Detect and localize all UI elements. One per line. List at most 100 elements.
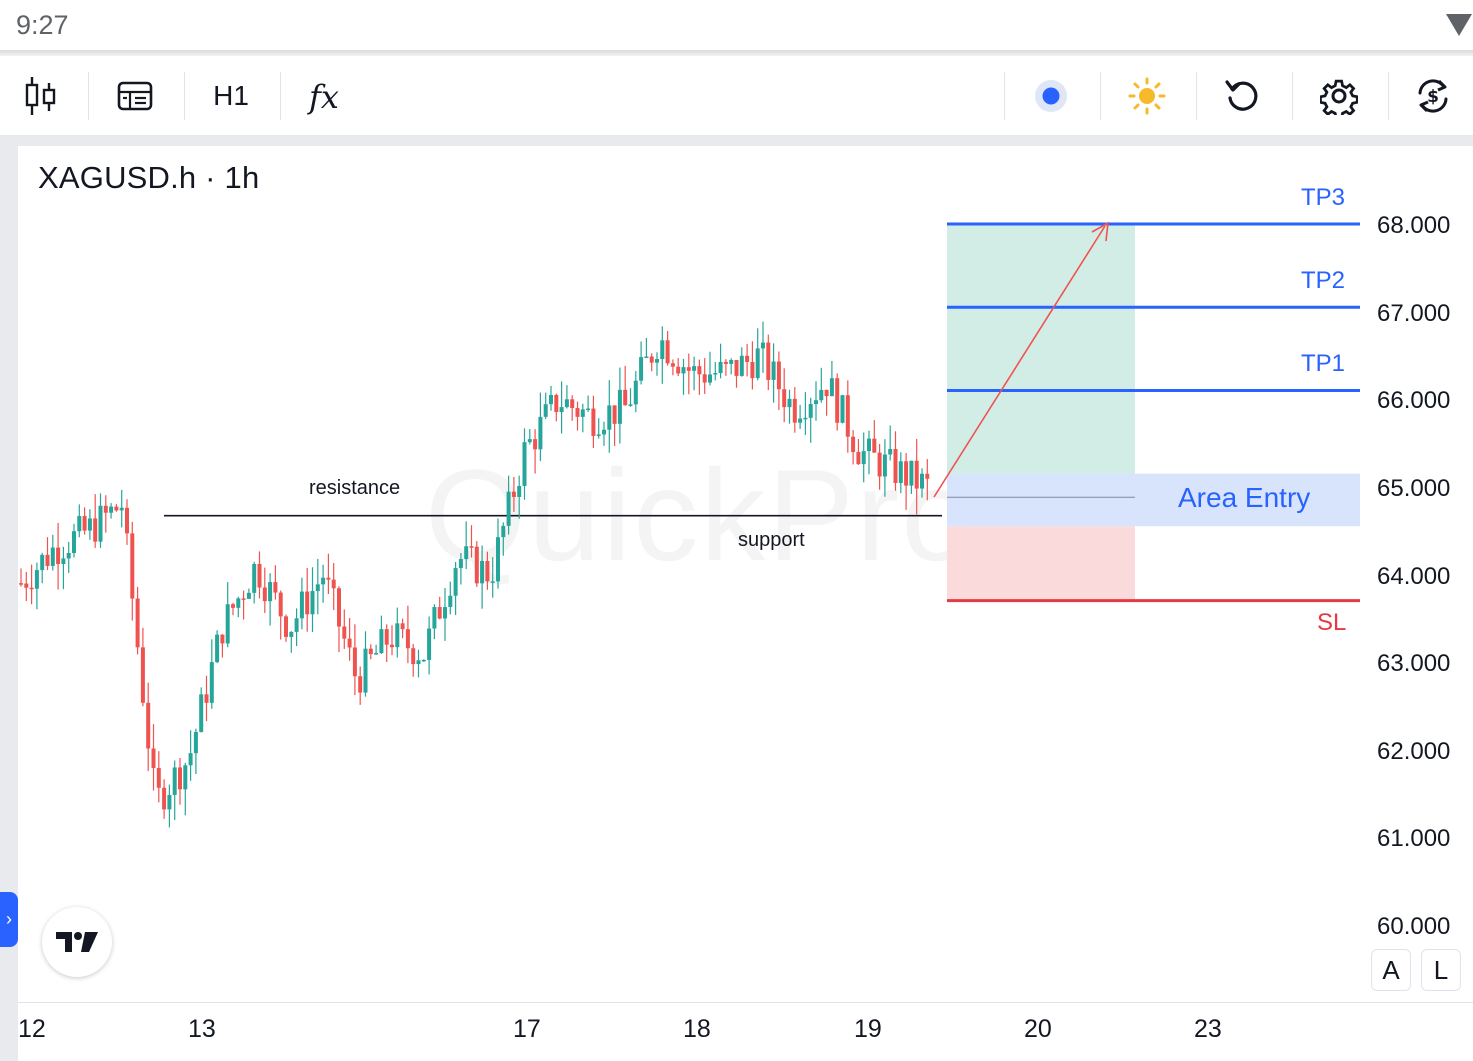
price-tick: 61.000 — [1377, 825, 1451, 852]
price-tick: 66.000 — [1377, 387, 1451, 414]
timeframe-button[interactable]: H1 — [198, 56, 264, 136]
candle — [464, 521, 469, 570]
candle — [98, 493, 103, 548]
candle — [549, 385, 553, 411]
price-tick: 63.000 — [1377, 650, 1451, 677]
price-tick: 68.000 — [1377, 212, 1451, 239]
chart-templates-icon — [117, 81, 153, 111]
candle — [19, 568, 23, 587]
candle — [50, 534, 55, 571]
price-tick: 65.000 — [1377, 475, 1451, 502]
symbol-title[interactable]: XAGUSD.h · 1h — [38, 160, 260, 195]
candle — [183, 762, 188, 816]
candle — [898, 452, 903, 494]
toolbar-separator — [184, 72, 185, 120]
candle — [750, 341, 755, 390]
candle — [819, 367, 824, 403]
candle — [352, 624, 357, 696]
candle — [405, 605, 410, 664]
log-scale-button[interactable]: L — [1421, 949, 1461, 991]
candle — [485, 551, 490, 590]
chart-templates-button[interactable] — [102, 56, 168, 136]
side-drawer-toggle[interactable]: › — [0, 892, 18, 947]
candle — [384, 624, 389, 662]
candle — [204, 675, 209, 722]
currency-sync-button[interactable]: $ — [1400, 56, 1466, 136]
entry-zone — [947, 473, 1360, 527]
candle — [34, 562, 39, 610]
candle — [787, 389, 792, 424]
candle — [135, 586, 140, 655]
candle — [56, 522, 61, 590]
candle — [432, 604, 437, 640]
candle — [580, 403, 585, 433]
candle — [220, 634, 225, 658]
chart-pane[interactable] — [18, 146, 1473, 1061]
candle — [803, 392, 808, 435]
chart-toolbar: H1 fx — [0, 56, 1473, 136]
candle — [29, 564, 34, 605]
time-tick: 23 — [1194, 1015, 1222, 1043]
candle — [146, 682, 151, 772]
chart-type-button[interactable] — [8, 56, 74, 136]
theme-toggle-button[interactable] — [1114, 56, 1180, 136]
candle — [776, 351, 781, 410]
candle — [358, 666, 363, 705]
candle — [517, 475, 522, 519]
candle — [374, 644, 379, 655]
area-entry-label: Area Entry — [1178, 482, 1311, 513]
candle — [655, 352, 659, 376]
candle — [93, 494, 98, 548]
candles — [19, 321, 930, 828]
candle — [114, 504, 119, 512]
candle — [252, 561, 257, 604]
candle — [612, 405, 617, 446]
candle — [326, 553, 331, 594]
tradingview-logo[interactable] — [42, 907, 112, 977]
candle — [888, 425, 893, 461]
candle — [861, 432, 866, 483]
candle — [156, 751, 161, 803]
candle — [633, 370, 638, 413]
projection-arrow[interactable] — [933, 221, 1109, 498]
candle — [448, 581, 453, 615]
candle — [533, 429, 538, 474]
candle — [665, 331, 670, 366]
candle — [867, 430, 871, 475]
record-dot-icon — [1035, 80, 1067, 112]
candle — [241, 590, 246, 620]
candle — [851, 430, 856, 465]
settings-button[interactable] — [1306, 56, 1372, 136]
candle — [236, 596, 241, 618]
record-button[interactable] — [1018, 56, 1084, 136]
toolbar-separator — [1004, 72, 1005, 120]
candle — [904, 453, 909, 510]
candle — [755, 328, 760, 381]
sun-icon — [1128, 77, 1166, 115]
reset-button[interactable] — [1210, 56, 1276, 136]
candle — [469, 525, 474, 558]
candle — [591, 395, 596, 449]
candle — [458, 552, 463, 585]
time-tick: 12 — [18, 1015, 46, 1043]
candle — [501, 522, 506, 556]
candle — [490, 557, 495, 598]
candle — [543, 392, 548, 420]
toolbar-separator — [1292, 72, 1293, 120]
candle — [162, 779, 167, 819]
auto-scale-button[interactable]: A — [1371, 949, 1411, 991]
candle — [729, 358, 734, 375]
settings-gear-icon — [1320, 79, 1358, 115]
indicators-button[interactable]: fx — [294, 56, 360, 136]
tradingview-logo-icon — [56, 932, 98, 952]
candle — [273, 565, 278, 600]
candle — [909, 460, 914, 494]
candle — [40, 552, 45, 584]
candle — [920, 468, 924, 498]
candle — [506, 475, 511, 535]
candle — [262, 567, 267, 614]
price-tick: 64.000 — [1377, 563, 1451, 590]
toolbar-separator — [1196, 72, 1197, 120]
candle — [215, 630, 220, 664]
